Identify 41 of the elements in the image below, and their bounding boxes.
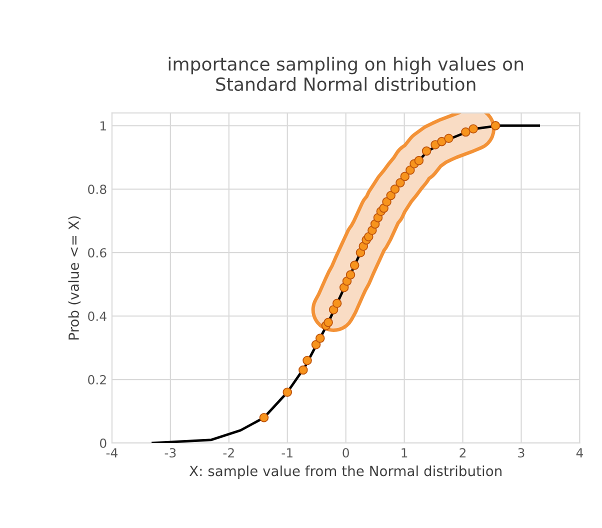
point [400, 172, 410, 182]
point [259, 412, 269, 422]
point [298, 365, 308, 375]
x-tick-label: 4 [576, 448, 583, 458]
point [382, 197, 392, 206]
x-tick-label: -2 [223, 448, 234, 458]
point [414, 156, 424, 166]
point [437, 136, 446, 146]
y-tick-label: 0.8 [88, 184, 106, 194]
x-axis-title: X: sample value from the Normal distribution [189, 466, 502, 479]
point [444, 134, 454, 144]
point [396, 178, 405, 188]
x-tick-label: 3 [518, 448, 524, 458]
point [490, 121, 500, 130]
point [302, 356, 312, 366]
point [350, 260, 360, 270]
y-tick-label: 0 [100, 438, 106, 448]
point [346, 270, 356, 280]
point [390, 184, 400, 194]
y-tick-label: 1 [100, 121, 106, 130]
point [468, 124, 478, 134]
y-axis-title: Prob (value <= X) [68, 216, 81, 340]
x-tick-label: -4 [106, 448, 118, 458]
x-tick-label: -3 [164, 448, 176, 458]
point [332, 298, 342, 308]
x-tick-label: 1 [402, 448, 408, 458]
x-tick-label: 0 [342, 448, 349, 458]
point [324, 318, 333, 328]
x-tick-label: -1 [282, 448, 292, 458]
y-tick-label: 0.6 [88, 248, 106, 258]
point [461, 127, 470, 137]
point [315, 334, 325, 343]
y-tick-label: 0.2 [88, 375, 106, 384]
point [282, 388, 292, 397]
point [422, 146, 432, 156]
point [311, 340, 321, 350]
x-tick-label: 2 [460, 448, 466, 458]
point [386, 190, 396, 200]
y-tick-label: 0.4 [88, 312, 106, 321]
point [406, 165, 415, 175]
chart-title: importance sampling on high values on Standard Normal distribution [168, 56, 524, 92]
